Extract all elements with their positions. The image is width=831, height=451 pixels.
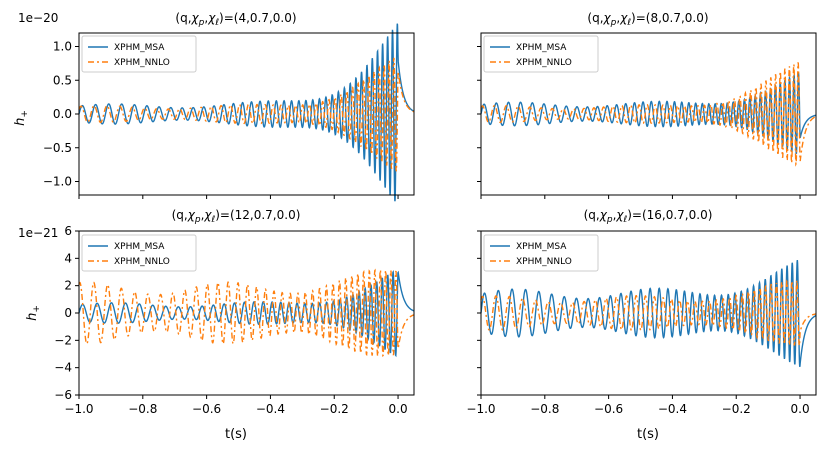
legend-label-nnlo: XPHM_NNLO [516, 257, 572, 267]
panel-3-scale: 1e−21 [18, 226, 58, 240]
x-tick-label: −0.2 [722, 402, 751, 416]
y-tick-label: 4 [64, 251, 72, 265]
y-axis-label-top: h+ [13, 110, 30, 126]
y-tick-label: 0.0 [53, 107, 72, 121]
legend-label-msa: XPHM_MSA [114, 242, 165, 252]
x-tick-label: −1.0 [466, 402, 495, 416]
series-line-nnlo [78, 268, 415, 358]
y-tick-label: −4 [54, 361, 72, 375]
panel-2-legend: XPHM_MSA XPHM_NNLO [483, 35, 599, 73]
legend-label-nnlo: XPHM_NNLO [114, 58, 170, 68]
series-line-nnlo [78, 57, 415, 172]
y-tick-label: 0 [64, 306, 72, 320]
y-tick-label: 2 [64, 279, 72, 293]
series-line-msa [78, 269, 415, 358]
y-axis-label-bottom: h+ [25, 305, 42, 321]
x-tick-label: 0.0 [791, 402, 810, 416]
panel-3-title: (q,χp,χℓ)=(12,0.7,0.0) [172, 208, 301, 225]
x-tick-label: 0.0 [389, 402, 408, 416]
x-axis-label-left: t(s) [225, 427, 247, 442]
panel-1-title: (q,χp,χℓ)=(4,0.7,0.0) [175, 11, 296, 28]
panel-1-scale: 1e−20 [18, 11, 58, 25]
legend-label-nnlo: XPHM_NNLO [114, 257, 170, 267]
legend-label-msa: XPHM_MSA [114, 43, 165, 53]
panel-4: (q,χp,χℓ)=(16,0.7,0.0) −1.0 −0.8 −0.6 −0.4 −… [466, 208, 817, 416]
panel-4-legend: XPHM_MSA XPHM_NNLO [483, 234, 599, 272]
panel-4-title: (q,χp,χℓ)=(16,0.7,0.0) [584, 208, 713, 225]
series-line-nnlo [480, 279, 817, 347]
legend-label-msa: XPHM_MSA [516, 242, 567, 252]
y-tick-label: −2 [54, 333, 72, 347]
panel-1-legend: XPHM_MSA XPHM_NNLO [81, 35, 197, 73]
y-tick-label: −0.5 [43, 141, 72, 155]
y-tick-label: 6 [64, 224, 72, 238]
x-tick-label: −0.4 [658, 402, 687, 416]
y-tick-label: 1.0 [53, 40, 72, 54]
series-line-msa [480, 260, 817, 367]
y-tick-label: −1.0 [43, 175, 72, 189]
x-tick-label: −0.2 [320, 402, 349, 416]
x-tick-label: −0.6 [594, 402, 623, 416]
panel-3: 1e−21 (q,χp,χℓ)=(12,0.7,0.0) −6 −4 −2 0 2 4 6 −… [18, 208, 415, 416]
panel-1: 1e−20 (q,χp,χℓ)=(4,0.7,0.0) −1.0 −0.5 0.0 0… [18, 11, 415, 202]
panel-2: (q,χp,χℓ)=(8,0.7,0.0) XPHM_MSA XPHM_NNLO [477, 11, 817, 199]
series-line-msa [78, 23, 415, 202]
panel-2-title: (q,χp,χℓ)=(8,0.7,0.0) [587, 11, 708, 28]
panel-3-legend: XPHM_MSA XPHM_NNLO [81, 234, 197, 272]
y-tick-label: −6 [54, 388, 72, 402]
x-tick-label: −0.8 [530, 402, 559, 416]
x-axis-label-right: t(s) [637, 427, 659, 442]
x-tick-label: −0.4 [256, 402, 285, 416]
x-tick-label: −0.8 [128, 402, 157, 416]
y-tick-label: 0.5 [53, 73, 72, 87]
x-tick-label: −0.6 [192, 402, 221, 416]
legend-label-nnlo: XPHM_NNLO [516, 58, 572, 68]
legend-label-msa: XPHM_MSA [516, 43, 567, 53]
x-tick-label: −1.0 [64, 402, 93, 416]
series-line-nnlo [480, 62, 817, 167]
